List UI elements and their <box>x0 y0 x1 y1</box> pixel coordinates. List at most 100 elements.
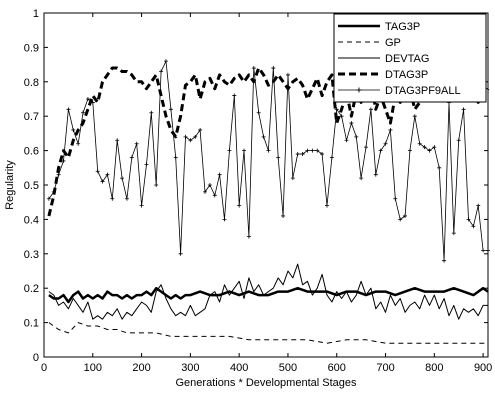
data-point-marker <box>173 155 178 160</box>
data-point-marker <box>76 141 81 146</box>
data-point-marker <box>217 172 222 177</box>
data-point-marker <box>354 134 359 139</box>
x-tick-label: 900 <box>474 362 492 374</box>
y-tick-label: 0.2 <box>24 283 39 295</box>
data-point-marker <box>378 148 383 153</box>
data-point-marker <box>66 107 71 112</box>
data-point-marker <box>417 141 422 146</box>
series-line <box>48 286 489 304</box>
y-tick-label: 0.9 <box>24 42 39 54</box>
data-point-marker <box>232 93 237 98</box>
y-tick-label: 1 <box>33 8 39 20</box>
data-point-marker <box>300 152 305 157</box>
data-point-marker <box>456 138 461 143</box>
series-devtag <box>48 263 488 320</box>
data-point-marker <box>305 148 310 153</box>
data-point-marker <box>442 258 447 263</box>
data-point-marker <box>266 148 271 153</box>
data-point-marker <box>432 145 437 150</box>
data-point-marker <box>203 189 208 194</box>
data-point-marker <box>51 189 56 194</box>
data-point-marker <box>437 165 442 170</box>
data-point-marker <box>261 134 266 139</box>
x-tick-label: 800 <box>425 362 443 374</box>
y-tick-label: 0.7 <box>24 111 39 123</box>
data-point-marker <box>476 203 481 208</box>
data-point-marker <box>163 59 168 64</box>
x-tick-label: 500 <box>279 362 297 374</box>
data-point-marker <box>237 203 242 208</box>
data-point-marker <box>212 193 217 198</box>
data-point-marker <box>422 145 427 150</box>
data-point-marker <box>285 72 290 77</box>
y-tick-label: 0.3 <box>24 249 39 261</box>
data-point-marker <box>373 172 378 177</box>
series-dtag3p <box>47 66 490 217</box>
data-point-marker <box>71 127 76 132</box>
series-line <box>47 66 490 217</box>
data-point-marker <box>115 138 120 143</box>
data-point-marker <box>188 138 193 143</box>
data-point-marker <box>295 152 300 157</box>
x-tick-label: 700 <box>376 362 394 374</box>
data-point-marker <box>134 141 139 146</box>
data-point-marker <box>159 69 164 74</box>
data-point-marker <box>393 196 398 201</box>
y-tick-label: 0 <box>33 352 39 364</box>
x-tick-label: 200 <box>132 362 150 374</box>
data-point-marker <box>383 141 388 146</box>
data-point-marker <box>178 251 183 256</box>
data-point-marker <box>110 196 115 201</box>
data-point-marker <box>100 179 105 184</box>
x-tick-label: 600 <box>328 362 346 374</box>
data-point-marker <box>276 155 281 160</box>
data-point-marker <box>46 196 51 201</box>
series-group <box>46 59 490 344</box>
legend-label: DEVTAG <box>385 53 429 65</box>
legend-label: TAG3P <box>385 21 420 33</box>
y-axis-label: Regularity <box>4 160 16 210</box>
data-point-marker <box>349 121 354 126</box>
data-point-marker <box>198 127 203 132</box>
data-point-marker <box>461 107 466 112</box>
data-point-marker <box>466 217 471 222</box>
data-point-marker <box>90 100 95 105</box>
x-tick-label: 300 <box>181 362 199 374</box>
data-point-marker <box>451 231 456 236</box>
data-point-marker <box>324 203 329 208</box>
data-point-marker <box>246 234 251 239</box>
legend-marker <box>356 87 362 93</box>
data-point-marker <box>368 107 373 112</box>
x-tick-label: 0 <box>41 362 47 374</box>
data-point-marker <box>471 224 476 229</box>
data-point-marker <box>183 134 188 139</box>
legend: TAG3P GP DEVTAG DTAG3P DTAG3PF9ALL <box>333 13 487 103</box>
data-point-marker <box>242 148 247 153</box>
tick-group: 0 100 200 300 400 500 600 700 800 900 0 0.1 0.2 0.3 0.… <box>24 8 493 374</box>
legend-label: DTAG3P <box>385 69 428 81</box>
data-point-marker <box>61 158 66 163</box>
data-point-marker <box>95 169 100 174</box>
data-point-marker <box>427 148 432 153</box>
data-point-marker <box>403 213 408 218</box>
data-point-marker <box>412 114 417 119</box>
data-point-marker <box>85 97 90 101</box>
data-point-marker <box>329 155 334 160</box>
data-point-marker <box>139 203 144 208</box>
data-point-marker <box>256 110 261 115</box>
data-point-marker <box>310 148 315 153</box>
data-point-marker <box>120 176 125 181</box>
y-tick-label: 0.6 <box>24 146 39 158</box>
data-point-marker <box>334 107 339 112</box>
data-point-marker <box>56 172 61 177</box>
data-point-marker <box>364 145 369 150</box>
data-point-marker <box>486 248 490 253</box>
data-point-marker <box>315 148 320 153</box>
data-point-marker <box>124 196 129 201</box>
series-gp <box>48 322 488 344</box>
data-point-marker <box>193 134 198 139</box>
data-point-marker <box>251 66 256 71</box>
data-point-marker <box>407 148 412 153</box>
data-point-marker <box>207 183 212 187</box>
y-tick-label: 0.1 <box>24 318 39 330</box>
